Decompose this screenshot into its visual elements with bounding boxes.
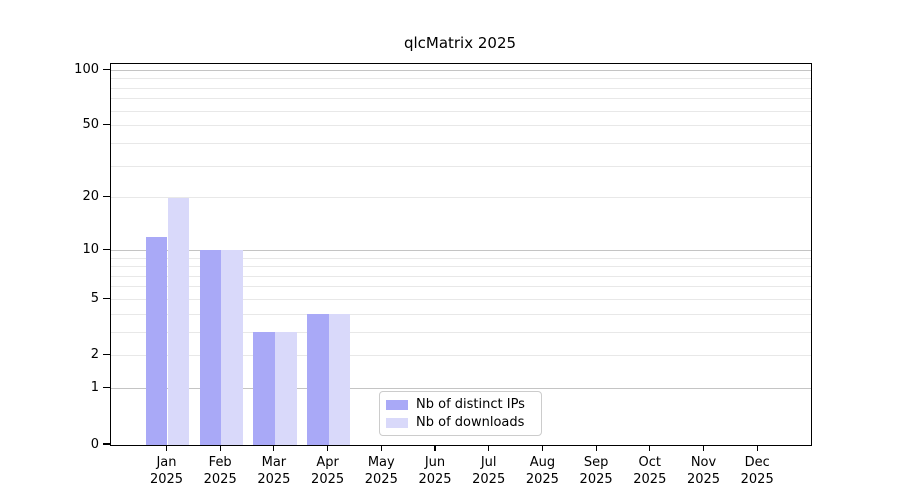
x-tick-mark [327,445,329,451]
y-tick-mark [103,443,110,445]
bar-downloads-apr [328,314,351,445]
y-tick-label: 1 [90,380,99,396]
legend-label-distinct-ips: Nb of distinct IPs [416,397,525,412]
x-tick-mark [702,445,705,451]
y-tick-mark [103,248,110,250]
x-tick-mark [380,445,382,451]
x-tick-label: Sep 2025 [579,455,613,487]
x-tick-label: May 2025 [364,455,398,487]
gridline-minor [111,142,811,144]
x-tick-mark [649,445,651,451]
bar-downloads-jan [167,197,190,445]
x-tick-label: Jul 2025 [472,455,506,487]
plot-area: Nb of distinct IPs Nb of downloads [110,63,812,446]
bar-distinct-ips-mar [253,332,275,445]
gridline-minor [111,110,811,112]
y-tick-label: 10 [82,241,99,257]
legend-label-downloads: Nb of downloads [416,415,525,430]
gridline-major [111,249,811,251]
x-tick-mark [541,445,543,451]
gridline-minor [111,257,811,259]
gridline-minor [111,87,811,89]
legend: Nb of distinct IPs Nb of downloads [379,391,542,436]
y-tick-mark [103,354,110,356]
y-tick-mark [103,68,110,70]
x-tick-label: Jun 2025 [418,455,452,487]
x-tick-mark [434,445,436,451]
gridline-minor [111,298,811,300]
gridline-minor [111,165,811,167]
y-tick-label: 20 [82,189,99,205]
x-tick-label: Oct 2025 [633,455,667,487]
bar-distinct-ips-apr [306,314,329,445]
x-tick-mark [756,445,758,451]
y-tick-mark [103,387,110,389]
x-tick-mark [165,445,168,451]
y-tick-label: 2 [90,347,99,363]
bar-distinct-ips-jan [145,236,168,445]
x-tick-mark [219,445,221,451]
y-tick-mark [103,297,110,300]
gridline-minor [111,313,811,315]
gridline-minor [111,125,811,127]
legend-swatch-distinct-ips [386,400,408,410]
x-tick-mark [488,445,490,451]
y-tick-label: 5 [90,290,99,306]
gridline-minor [111,197,811,199]
chart-title: qlcMatrix 2025 [403,34,517,52]
gridline-minor [111,331,811,333]
y-tick-mark [103,196,110,198]
legend-entry-distinct-ips: Nb of distinct IPs [386,397,533,413]
gridline-minor [111,355,811,357]
gridline-major [111,388,811,390]
x-tick-label: Aug 2025 [525,455,559,487]
y-tick-label: 50 [82,117,99,133]
x-tick-label: Feb 2025 [203,455,237,487]
y-tick-mark [103,124,110,126]
x-tick-label: Jan 2025 [149,455,184,487]
y-tick-label: 0 [90,436,99,452]
y-tick-label: 100 [74,61,99,77]
gridline-minor [111,286,811,288]
gridline-minor [111,98,811,100]
legend-swatch-downloads [386,418,408,428]
gridline-minor [111,266,811,268]
x-tick-label: Mar 2025 [257,455,291,487]
x-tick-label: Nov 2025 [686,455,721,487]
x-tick-label: Apr 2025 [311,455,345,487]
x-tick-mark [595,445,597,451]
x-tick-label: Dec 2025 [740,455,774,487]
x-tick-mark [273,445,275,451]
gridline-minor [111,275,811,277]
bar-downloads-mar [274,332,297,445]
gridline-major [111,69,811,71]
bar-distinct-ips-feb [199,250,222,445]
gridline-minor [111,78,811,80]
bar-downloads-feb [221,250,243,445]
legend-entry-downloads: Nb of downloads [386,415,533,431]
